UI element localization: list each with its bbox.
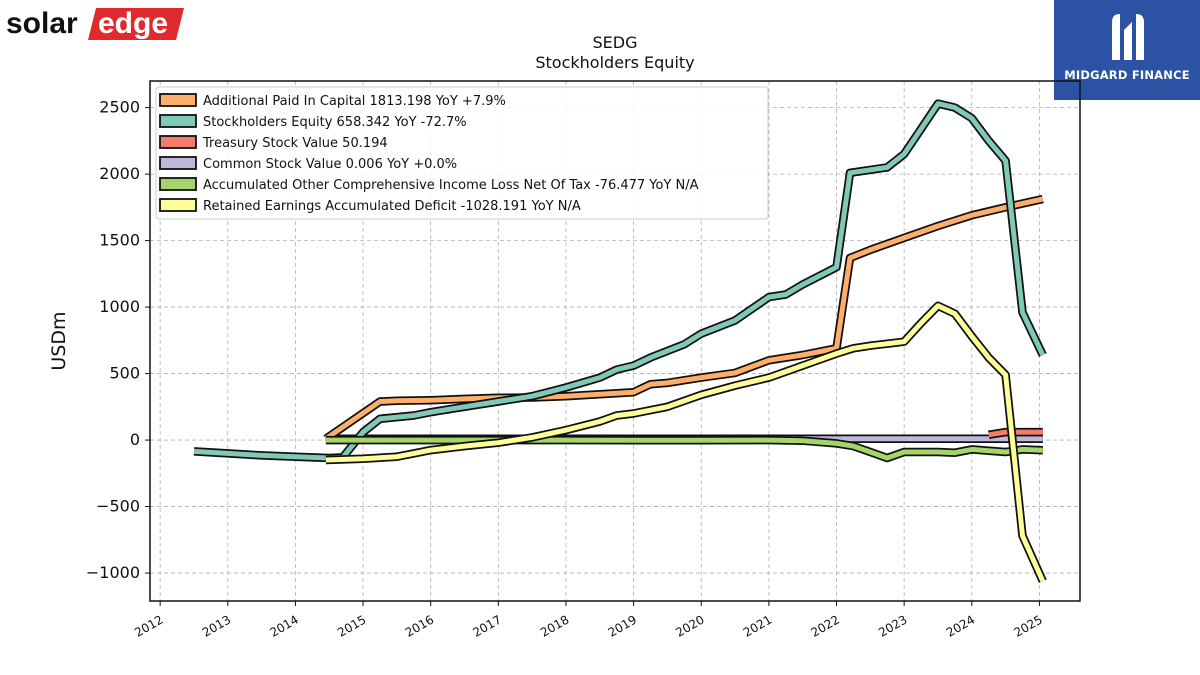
legend-box (155, 86, 769, 220)
series-lines (193, 99, 1047, 583)
logo-text-solar: solar (6, 7, 78, 40)
y-tick-label: 2000 (99, 164, 140, 183)
legend-label: Additional Paid In Capital 1813.198 YoY … (203, 94, 506, 109)
x-tick-label: 2015 (335, 612, 368, 639)
x-tick-label: 2012 (132, 612, 165, 639)
x-tick-label: 2021 (741, 612, 774, 639)
logo-red-band (88, 8, 184, 40)
series-line (325, 303, 1046, 583)
logo-text-edge: edge (98, 7, 168, 40)
legend-swatch (159, 198, 197, 212)
x-tick-label: 2025 (1011, 612, 1044, 639)
x-tick-label: 2014 (267, 612, 300, 639)
legend-swatch (159, 156, 197, 170)
y-tick-label: 500 (109, 364, 140, 383)
series-line (325, 437, 1043, 461)
legend-label: Common Stock Value 0.006 YoY +0.0% (203, 157, 457, 172)
solaredge-logo: solar edge (6, 7, 184, 40)
x-tick-label: 2023 (876, 612, 909, 639)
y-tick-label: −1000 (86, 563, 140, 582)
chart-title: SEDG (593, 33, 638, 52)
brand-name: MIDGARD FINANCE (1064, 68, 1190, 82)
legend-swatch (159, 177, 197, 191)
legend-label: Accumulated Other Comprehensive Income L… (203, 178, 699, 193)
plot-frame (149, 80, 1081, 602)
legend-label: Treasury Stock Value 50.194 (202, 136, 388, 151)
x-tick-label: 2018 (538, 612, 571, 639)
x-tick-label: 2019 (606, 612, 639, 639)
series-line (324, 196, 1044, 441)
y-tick-label: 1000 (99, 297, 140, 316)
midgard-finance-badge: MIDGARD FINANCE (1054, 0, 1200, 100)
y-tick-label: 1500 (99, 231, 140, 250)
legend-label: Retained Earnings Accumulated Deficit -1… (203, 199, 581, 214)
x-tick-label: 2016 (403, 612, 436, 639)
x-tick-label: 2022 (809, 612, 842, 639)
y-axis-ticks: 2500 2000 1500 1000 500 0 −500 −1000 (86, 98, 150, 582)
legend-swatch (159, 135, 197, 149)
x-tick-label: 2024 (944, 612, 977, 639)
legend-swatch (159, 93, 197, 107)
chart-subtitle: Stockholders Equity (535, 53, 694, 72)
legend-label: Stockholders Equity 658.342 YoY -72.7% (203, 115, 467, 130)
y-axis-label: USDm (48, 311, 70, 370)
legend-swatch (159, 114, 197, 128)
x-tick-label: 2013 (200, 612, 233, 639)
x-tick-label: 2020 (673, 612, 706, 639)
y-tick-label: −500 (96, 497, 140, 516)
legend: Additional Paid In Capital 1813.198 YoY … (155, 86, 769, 220)
y-tick-label: 0 (130, 430, 140, 449)
y-tick-label: 2500 (99, 98, 140, 117)
midgard-finance-logo-icon (1112, 14, 1144, 60)
x-axis-ticks: 2012 2013 2014 2015 2016 2017 2018 2019 2020 2021… (132, 601, 1045, 640)
x-tick-label: 2017 (470, 612, 503, 639)
